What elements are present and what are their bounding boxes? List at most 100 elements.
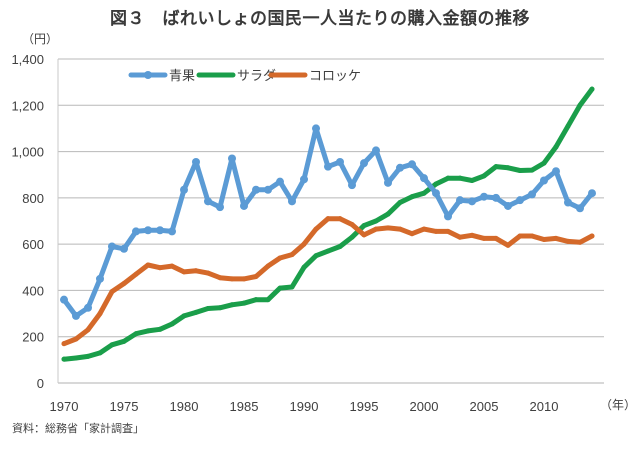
data-point	[61, 341, 67, 347]
data-point	[205, 270, 211, 276]
legend-label: コロッケ	[309, 69, 361, 84]
y-tick-label: 800	[22, 191, 44, 206]
x-tick-label: 2005	[470, 399, 499, 414]
data-point	[301, 264, 307, 270]
data-point	[468, 197, 476, 206]
data-point	[145, 328, 151, 334]
data-point	[133, 271, 139, 277]
data-point	[445, 228, 451, 234]
data-point	[241, 300, 247, 306]
data-point	[252, 185, 260, 194]
data-point	[469, 232, 475, 238]
data-point	[457, 234, 463, 240]
data-point	[588, 189, 596, 198]
data-point	[445, 175, 451, 181]
data-point	[73, 355, 79, 361]
series-1	[61, 86, 595, 362]
data-point	[385, 225, 391, 231]
x-tick-label: 1995	[350, 399, 379, 414]
data-point	[408, 160, 416, 169]
data-point	[337, 243, 343, 249]
data-point	[589, 86, 595, 92]
data-point	[169, 263, 175, 269]
data-point	[72, 311, 80, 320]
data-point	[217, 275, 223, 281]
data-point	[144, 226, 152, 235]
data-point	[336, 157, 344, 166]
data-point	[564, 198, 572, 207]
data-point	[541, 237, 547, 243]
data-point	[577, 239, 583, 245]
data-point	[205, 305, 211, 311]
data-point	[265, 297, 271, 303]
data-point	[480, 192, 488, 201]
data-point	[228, 154, 236, 163]
data-point	[265, 263, 271, 269]
data-point	[120, 244, 128, 253]
data-point	[421, 190, 427, 196]
data-point	[444, 212, 452, 221]
data-point	[481, 173, 487, 179]
data-point	[349, 234, 355, 240]
data-point	[504, 201, 512, 210]
data-point	[397, 199, 403, 205]
data-point	[229, 276, 235, 282]
x-tick-label: 1990	[290, 399, 319, 414]
data-point	[433, 181, 439, 187]
data-point	[541, 160, 547, 166]
legend: 青果 サラダ コロッケ	[128, 69, 361, 84]
data-point	[121, 280, 127, 286]
data-point	[397, 226, 403, 232]
x-tick-label: 1980	[170, 399, 199, 414]
data-point	[181, 269, 187, 275]
data-point	[325, 248, 331, 254]
data-point	[421, 226, 427, 232]
data-point	[313, 253, 319, 259]
data-point	[253, 297, 259, 303]
x-tick-label: 1970	[50, 399, 79, 414]
data-point	[277, 255, 283, 261]
data-point	[456, 196, 464, 205]
data-point	[409, 194, 415, 200]
data-point	[312, 124, 320, 133]
legend-label: サラダ	[237, 69, 276, 84]
data-point	[396, 163, 404, 172]
data-point	[313, 226, 319, 232]
data-point	[516, 196, 524, 205]
data-point	[493, 164, 499, 170]
y-axis-unit-label: （円）	[22, 32, 59, 46]
x-axis-unit-label: （年）	[600, 398, 637, 412]
data-point	[432, 189, 440, 198]
data-point	[361, 232, 367, 238]
data-point	[589, 233, 595, 239]
data-point	[85, 353, 91, 359]
data-point	[121, 338, 127, 344]
data-point	[84, 303, 92, 312]
legend-label: 青果	[169, 69, 195, 84]
data-point	[217, 305, 223, 311]
y-axis-ticks: 0 200 400 600 800 1,000 1,200 1,400	[11, 52, 44, 391]
series-line	[61, 216, 595, 347]
data-point	[384, 178, 392, 187]
y-tick-label: 1,200	[11, 98, 44, 113]
x-tick-label: 1985	[230, 399, 259, 414]
data-point	[157, 326, 163, 332]
data-point	[553, 235, 559, 241]
data-point	[145, 262, 151, 268]
data-point	[493, 235, 499, 241]
data-point	[109, 289, 115, 295]
data-point	[85, 327, 91, 333]
x-tick-label: 2000	[410, 399, 439, 414]
data-point	[157, 265, 163, 271]
y-tick-label: 200	[22, 330, 44, 345]
data-point	[540, 176, 548, 185]
data-point	[420, 174, 428, 183]
series-lines	[60, 86, 596, 362]
series-line	[61, 125, 595, 319]
data-point	[337, 216, 343, 222]
data-point	[492, 193, 500, 202]
series-line	[61, 86, 595, 362]
series-2	[61, 216, 595, 347]
data-point	[168, 227, 176, 236]
data-point	[577, 102, 583, 108]
